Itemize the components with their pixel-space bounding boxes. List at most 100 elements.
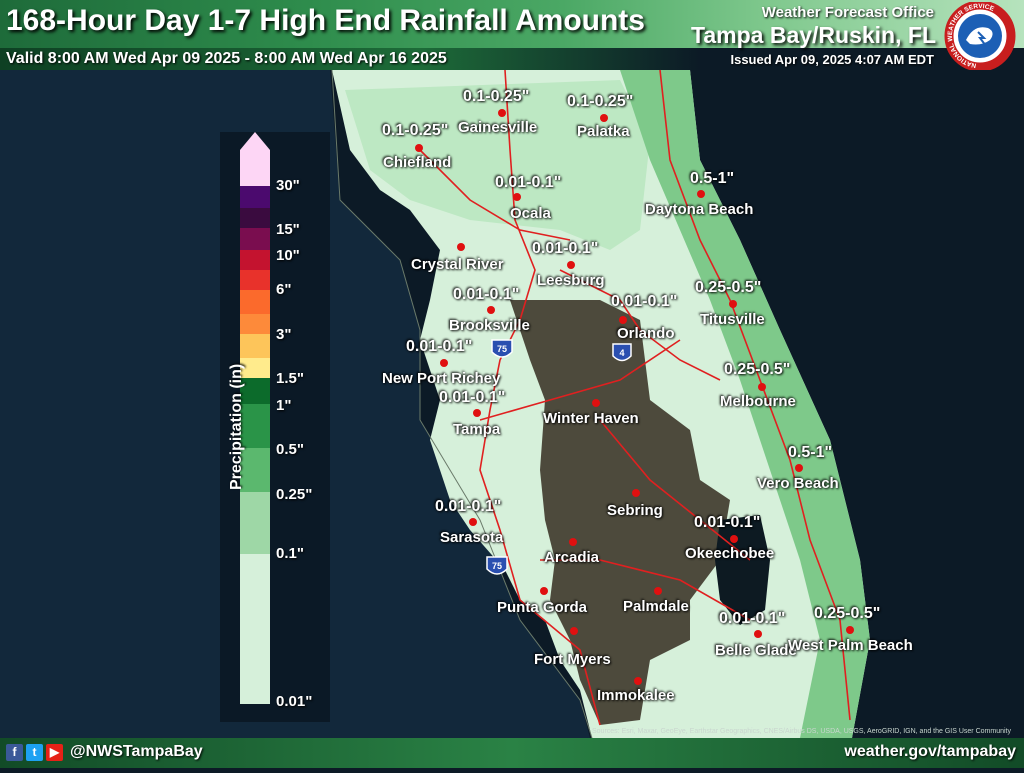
- city-value-orlando: 0.01-0.1": [611, 293, 678, 310]
- city-name-chiefland: Chiefland: [383, 154, 452, 171]
- legend-tick-15: 15": [276, 221, 300, 238]
- city-name-titusville: Titusville: [700, 311, 765, 328]
- city-name-leesburg: Leesburg: [537, 272, 605, 289]
- twitter-icon[interactable]: t: [26, 744, 43, 761]
- city-dot-punta-gorda: [540, 587, 548, 595]
- nws-logo-red-band: [944, 2, 1016, 70]
- legend-tick-0.25: 0.25": [276, 486, 313, 503]
- legend-tick-10: 10": [276, 247, 300, 264]
- city-value-sarasota: 0.01-0.1": [435, 498, 502, 515]
- interstate-75-south-shield: 75: [486, 556, 508, 575]
- city-dot-tampa: [473, 409, 481, 417]
- city-name-ocala: Ocala: [510, 205, 551, 222]
- legend-tick-0.01: 0.01": [276, 693, 313, 710]
- city-dot-arcadia: [569, 538, 577, 546]
- legend-swatch-3: [240, 228, 270, 250]
- city-name-punta-gorda: Punta Gorda: [497, 599, 588, 616]
- city-value-ocala: 0.01-0.1": [495, 174, 562, 191]
- office-label: Weather Forecast Office: [761, 4, 934, 21]
- city-dot-west-palm-beach: [846, 626, 854, 634]
- city-value-new-port-richey: 0.01-0.1": [406, 338, 473, 355]
- social-handle[interactable]: @NWSTampaBay: [70, 743, 203, 760]
- issued-time: Issued Apr 09, 2025 4:07 AM EDT: [730, 52, 934, 67]
- city-dot-immokalee: [634, 677, 642, 685]
- city-name-orlando: Orlando: [617, 325, 675, 342]
- city-name-okeechobee: Okeechobee: [685, 545, 775, 562]
- legend-swatch-0: [240, 150, 270, 186]
- city-dot-belle-glade: [754, 630, 762, 638]
- legend-swatch-13: [240, 492, 270, 554]
- legend-tick-1.5: 1.5": [276, 370, 304, 387]
- city-name-new-port-richey: New Port Richey: [382, 370, 501, 387]
- website-link[interactable]: weather.gov/tampabay: [844, 743, 1016, 760]
- city-value-titusville: 0.25-0.5": [695, 279, 762, 296]
- city-name-tampa: Tampa: [453, 421, 501, 438]
- legend-panel: [220, 132, 330, 722]
- city-dot-daytona-beach: [697, 190, 705, 198]
- legend-colorbar: [240, 132, 270, 704]
- legend-swatch-12: [240, 448, 270, 492]
- rain-zone-under-0.01: [510, 300, 730, 725]
- youtube-icon[interactable]: ▶: [46, 744, 63, 761]
- city-dot-ocala: [513, 193, 521, 201]
- city-name-gainesville: Gainesville: [458, 119, 538, 136]
- office-location: Tampa Bay/Ruskin, FL: [691, 22, 936, 48]
- city-name-sarasota: Sarasota: [440, 529, 504, 546]
- legend-title: Precipitation (in): [228, 363, 245, 490]
- city-value-melbourne: 0.25-0.5": [724, 361, 791, 378]
- city-name-crystal-river: Crystal River: [411, 256, 504, 273]
- city-dot-titusville: [729, 300, 737, 308]
- rain-zone-0.25-1: [620, 70, 870, 738]
- legend-tick-3: 3": [276, 326, 292, 343]
- city-dot-gainesville: [498, 109, 506, 117]
- city-dots: [415, 109, 854, 685]
- legend-swatch-10: [240, 378, 270, 404]
- city-dot-okeechobee: [730, 535, 738, 543]
- legend-overflow-arrow: [240, 132, 270, 150]
- city-name-vero-beach: Vero Beach: [757, 475, 839, 492]
- city-name-brooksville: Brooksville: [449, 317, 530, 334]
- city-name-winter-haven: Winter Haven: [543, 410, 639, 427]
- city-dot-sebring: [632, 489, 640, 497]
- city-value-leesburg: 0.01-0.1": [532, 240, 599, 257]
- header-bar: [0, 0, 1024, 48]
- legend-swatch-1: [240, 186, 270, 208]
- city-dot-vero-beach: [795, 464, 803, 472]
- city-value-tampa: 0.01-0.1": [439, 389, 506, 406]
- rain-zone-0.1-0.25: [345, 80, 650, 250]
- city-name-sebring: Sebring: [607, 502, 663, 519]
- city-dot-new-port-richey: [440, 359, 448, 367]
- city-value-vero-beach: 0.5-1": [788, 444, 833, 461]
- legend-swatch-5: [240, 270, 270, 290]
- city-dot-sarasota: [469, 518, 477, 526]
- city-dot-winter-haven: [592, 399, 600, 407]
- city-name-fort-myers: Fort Myers: [534, 651, 611, 668]
- city-dot-melbourne: [758, 383, 766, 391]
- legend-swatch-8: [240, 334, 270, 358]
- gulf-coastline: [331, 69, 593, 739]
- legend-swatch-11: [240, 404, 270, 448]
- facebook-icon[interactable]: f: [6, 744, 23, 761]
- lightning-icon: [977, 31, 987, 47]
- interstate-75-south-number: 75: [492, 561, 502, 571]
- legend-tick-0.1: 0.1": [276, 545, 304, 562]
- legend-swatch-9: [240, 358, 270, 378]
- social-icons: f t ▶: [6, 744, 63, 761]
- valid-time-bar: [0, 48, 700, 70]
- city-name-arcadia: Arcadia: [544, 549, 600, 566]
- city-dot-brooksville: [487, 306, 495, 314]
- footer-bar: [0, 738, 1024, 768]
- city-value-daytona-beach: 0.5-1": [690, 170, 735, 187]
- interstate-4-shield: 4: [612, 343, 632, 362]
- nws-logo[interactable]: NATIONAL WEATHER SERVICE: [940, 2, 1020, 70]
- legend-swatch-7: [240, 314, 270, 334]
- city-name-west-palm-beach: West Palm Beach: [788, 637, 913, 654]
- legend-swatch-2: [240, 208, 270, 228]
- city-name-melbourne: Melbourne: [720, 393, 796, 410]
- legend-tick-6: 6": [276, 281, 292, 298]
- legend-swatch-4: [240, 250, 270, 270]
- city-value-chiefland: 0.1-0.25": [382, 122, 449, 139]
- legend-swatch-6: [240, 290, 270, 314]
- city-dot-chiefland: [415, 144, 423, 152]
- city-name-daytona-beach: Daytona Beach: [645, 201, 754, 218]
